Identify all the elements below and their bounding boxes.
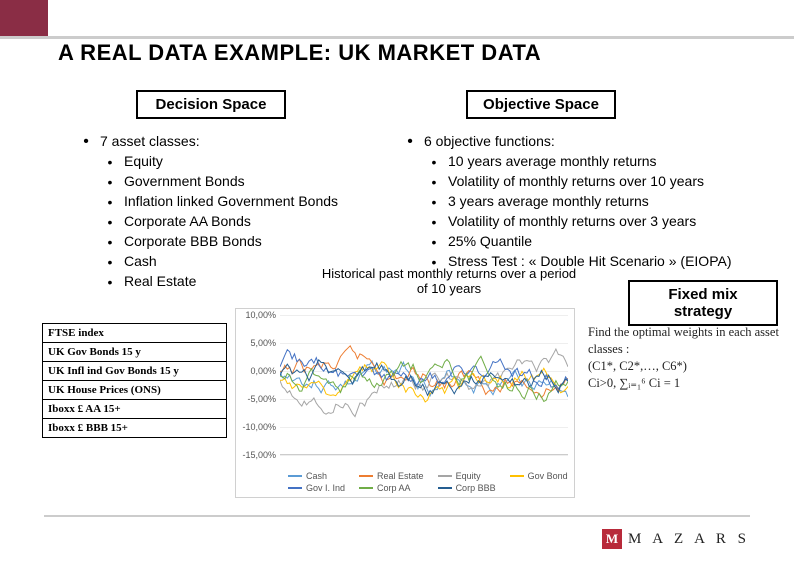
legend-label: Equity	[456, 471, 481, 481]
logo-text: M A Z A R S	[628, 531, 750, 548]
y-tick-label: -10,00%	[240, 422, 276, 432]
decision-item: •Inflation linked Government Bonds	[104, 193, 400, 211]
objective-item: •3 years average monthly returns	[428, 193, 774, 211]
objective-item: •10 years average monthly returns	[428, 153, 774, 171]
y-tick-label: -5,00%	[240, 394, 276, 404]
legend-swatch	[288, 475, 302, 477]
chart-legend: Cash Real Estate Equity Gov Bond Gov I. Ind C…	[288, 471, 568, 493]
legend-label: Gov I. Ind	[306, 483, 345, 493]
decision-head: 7 asset classes:	[100, 133, 200, 149]
legend-label: Corp AA	[377, 483, 411, 493]
series-line	[280, 360, 568, 396]
asset-row: UK Gov Bonds 15 y	[43, 343, 227, 362]
y-tick-label: 5,00%	[240, 338, 276, 348]
asset-row: UK Infl ind Gov Bonds 15 y	[43, 362, 227, 381]
historical-note: Historical past monthly returns over a p…	[316, 266, 582, 296]
decision-item: •Equity	[104, 153, 400, 171]
objective-item: •Volatility of monthly returns over 3 ye…	[428, 213, 774, 231]
legend-swatch	[438, 475, 452, 477]
legend-item: Corp BBB	[438, 483, 496, 493]
asset-row: Iboxx £ AA 15+	[43, 400, 227, 419]
legend-swatch	[359, 475, 373, 477]
calc-line3: Ci>0, ∑ᵢ₌₁⁶ Ci = 1	[588, 375, 784, 392]
asset-row: UK House Prices (ONS)	[43, 381, 227, 400]
corner-accent	[0, 0, 48, 36]
legend-item: Cash	[288, 471, 345, 481]
legend-swatch	[438, 487, 452, 489]
decision-item: •Corporate AA Bonds	[104, 213, 400, 231]
optimal-weights-note: Find the optimal weights in each asset c…	[588, 324, 784, 392]
objective-space-box: Objective Space	[466, 90, 616, 119]
legend-label: Real Estate	[377, 471, 424, 481]
page-title: A REAL DATA EXAMPLE: UK MARKET DATA	[58, 40, 541, 66]
chart-plot-area	[280, 315, 568, 455]
legend-swatch	[359, 487, 373, 489]
legend-label: Cash	[306, 471, 327, 481]
returns-chart: 10,00% 5,00% 0,00% -5,00% -10,00% -15,00% Cas…	[235, 308, 575, 498]
series-line	[280, 346, 568, 398]
asset-row: FTSE index	[43, 324, 227, 343]
legend-label: Gov Bond	[528, 471, 568, 481]
objective-item: •Volatility of monthly returns over 10 y…	[428, 173, 774, 191]
decision-item: •Government Bonds	[104, 173, 400, 191]
legend-item: Gov Bond	[510, 471, 568, 481]
asset-table: FTSE indexUK Gov Bonds 15 yUK Infl ind G…	[42, 323, 227, 438]
calc-line1: Find the optimal weights in each asset c…	[588, 324, 784, 358]
fixed-mix-box: Fixed mix strategy	[628, 280, 778, 326]
legend-swatch	[510, 475, 524, 477]
legend-item: Gov I. Ind	[288, 483, 345, 493]
decision-space-box: Decision Space	[136, 90, 286, 119]
gridline	[280, 455, 568, 456]
y-tick-label: 0,00%	[240, 366, 276, 376]
top-separator	[0, 36, 794, 39]
logo-mark: M	[602, 529, 622, 549]
legend-item: Equity	[438, 471, 496, 481]
asset-row: Iboxx £ BBB 15+	[43, 419, 227, 438]
objective-list: •6 objective functions: •10 years averag…	[404, 133, 774, 273]
objective-head: 6 objective functions:	[424, 133, 555, 149]
legend-swatch	[288, 487, 302, 489]
y-tick-label: 10,00%	[240, 310, 276, 320]
bottom-separator	[44, 515, 750, 517]
objective-item: •25% Quantile	[428, 233, 774, 251]
decision-item: •Corporate BBB Bonds	[104, 233, 400, 251]
calc-line2: (C1*, C2*,…, C6*)	[588, 358, 784, 375]
y-tick-label: -15,00%	[240, 450, 276, 460]
legend-label: Corp BBB	[456, 483, 496, 493]
brand-logo: M M A Z A R S	[602, 529, 750, 549]
legend-item: Real Estate	[359, 471, 424, 481]
legend-item: Corp AA	[359, 483, 424, 493]
